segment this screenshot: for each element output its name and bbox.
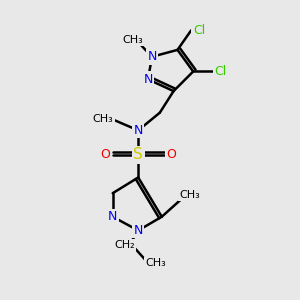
Text: CH₃: CH₃ [122, 35, 143, 45]
Text: CH₃: CH₃ [146, 258, 166, 268]
Text: Cl: Cl [214, 65, 227, 78]
Text: N: N [108, 210, 117, 223]
Text: CH₃: CH₃ [179, 190, 200, 200]
Text: O: O [100, 148, 110, 161]
Text: O: O [167, 148, 176, 161]
Text: CH₂: CH₂ [114, 240, 135, 250]
Text: N: N [147, 50, 157, 63]
Text: CH₃: CH₃ [92, 114, 113, 124]
Text: N: N [134, 224, 143, 237]
Text: S: S [133, 147, 143, 162]
Text: N: N [134, 124, 143, 137]
Text: N: N [143, 73, 153, 86]
Text: Cl: Cl [193, 24, 205, 37]
